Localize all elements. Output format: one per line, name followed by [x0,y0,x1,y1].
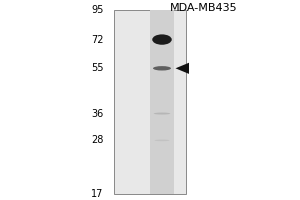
Text: 28: 28 [91,135,104,145]
Ellipse shape [152,34,172,45]
Text: 72: 72 [91,35,103,45]
Ellipse shape [154,140,169,141]
Ellipse shape [153,66,171,71]
Polygon shape [176,63,189,74]
Bar [150,10,174,194]
Text: 17: 17 [91,189,104,199]
Text: 95: 95 [91,5,104,15]
Text: 55: 55 [91,63,103,73]
Text: 36: 36 [91,109,104,119]
Ellipse shape [154,113,170,115]
Text: MDA-MB435: MDA-MB435 [170,3,238,13]
Bar [114,10,186,194]
